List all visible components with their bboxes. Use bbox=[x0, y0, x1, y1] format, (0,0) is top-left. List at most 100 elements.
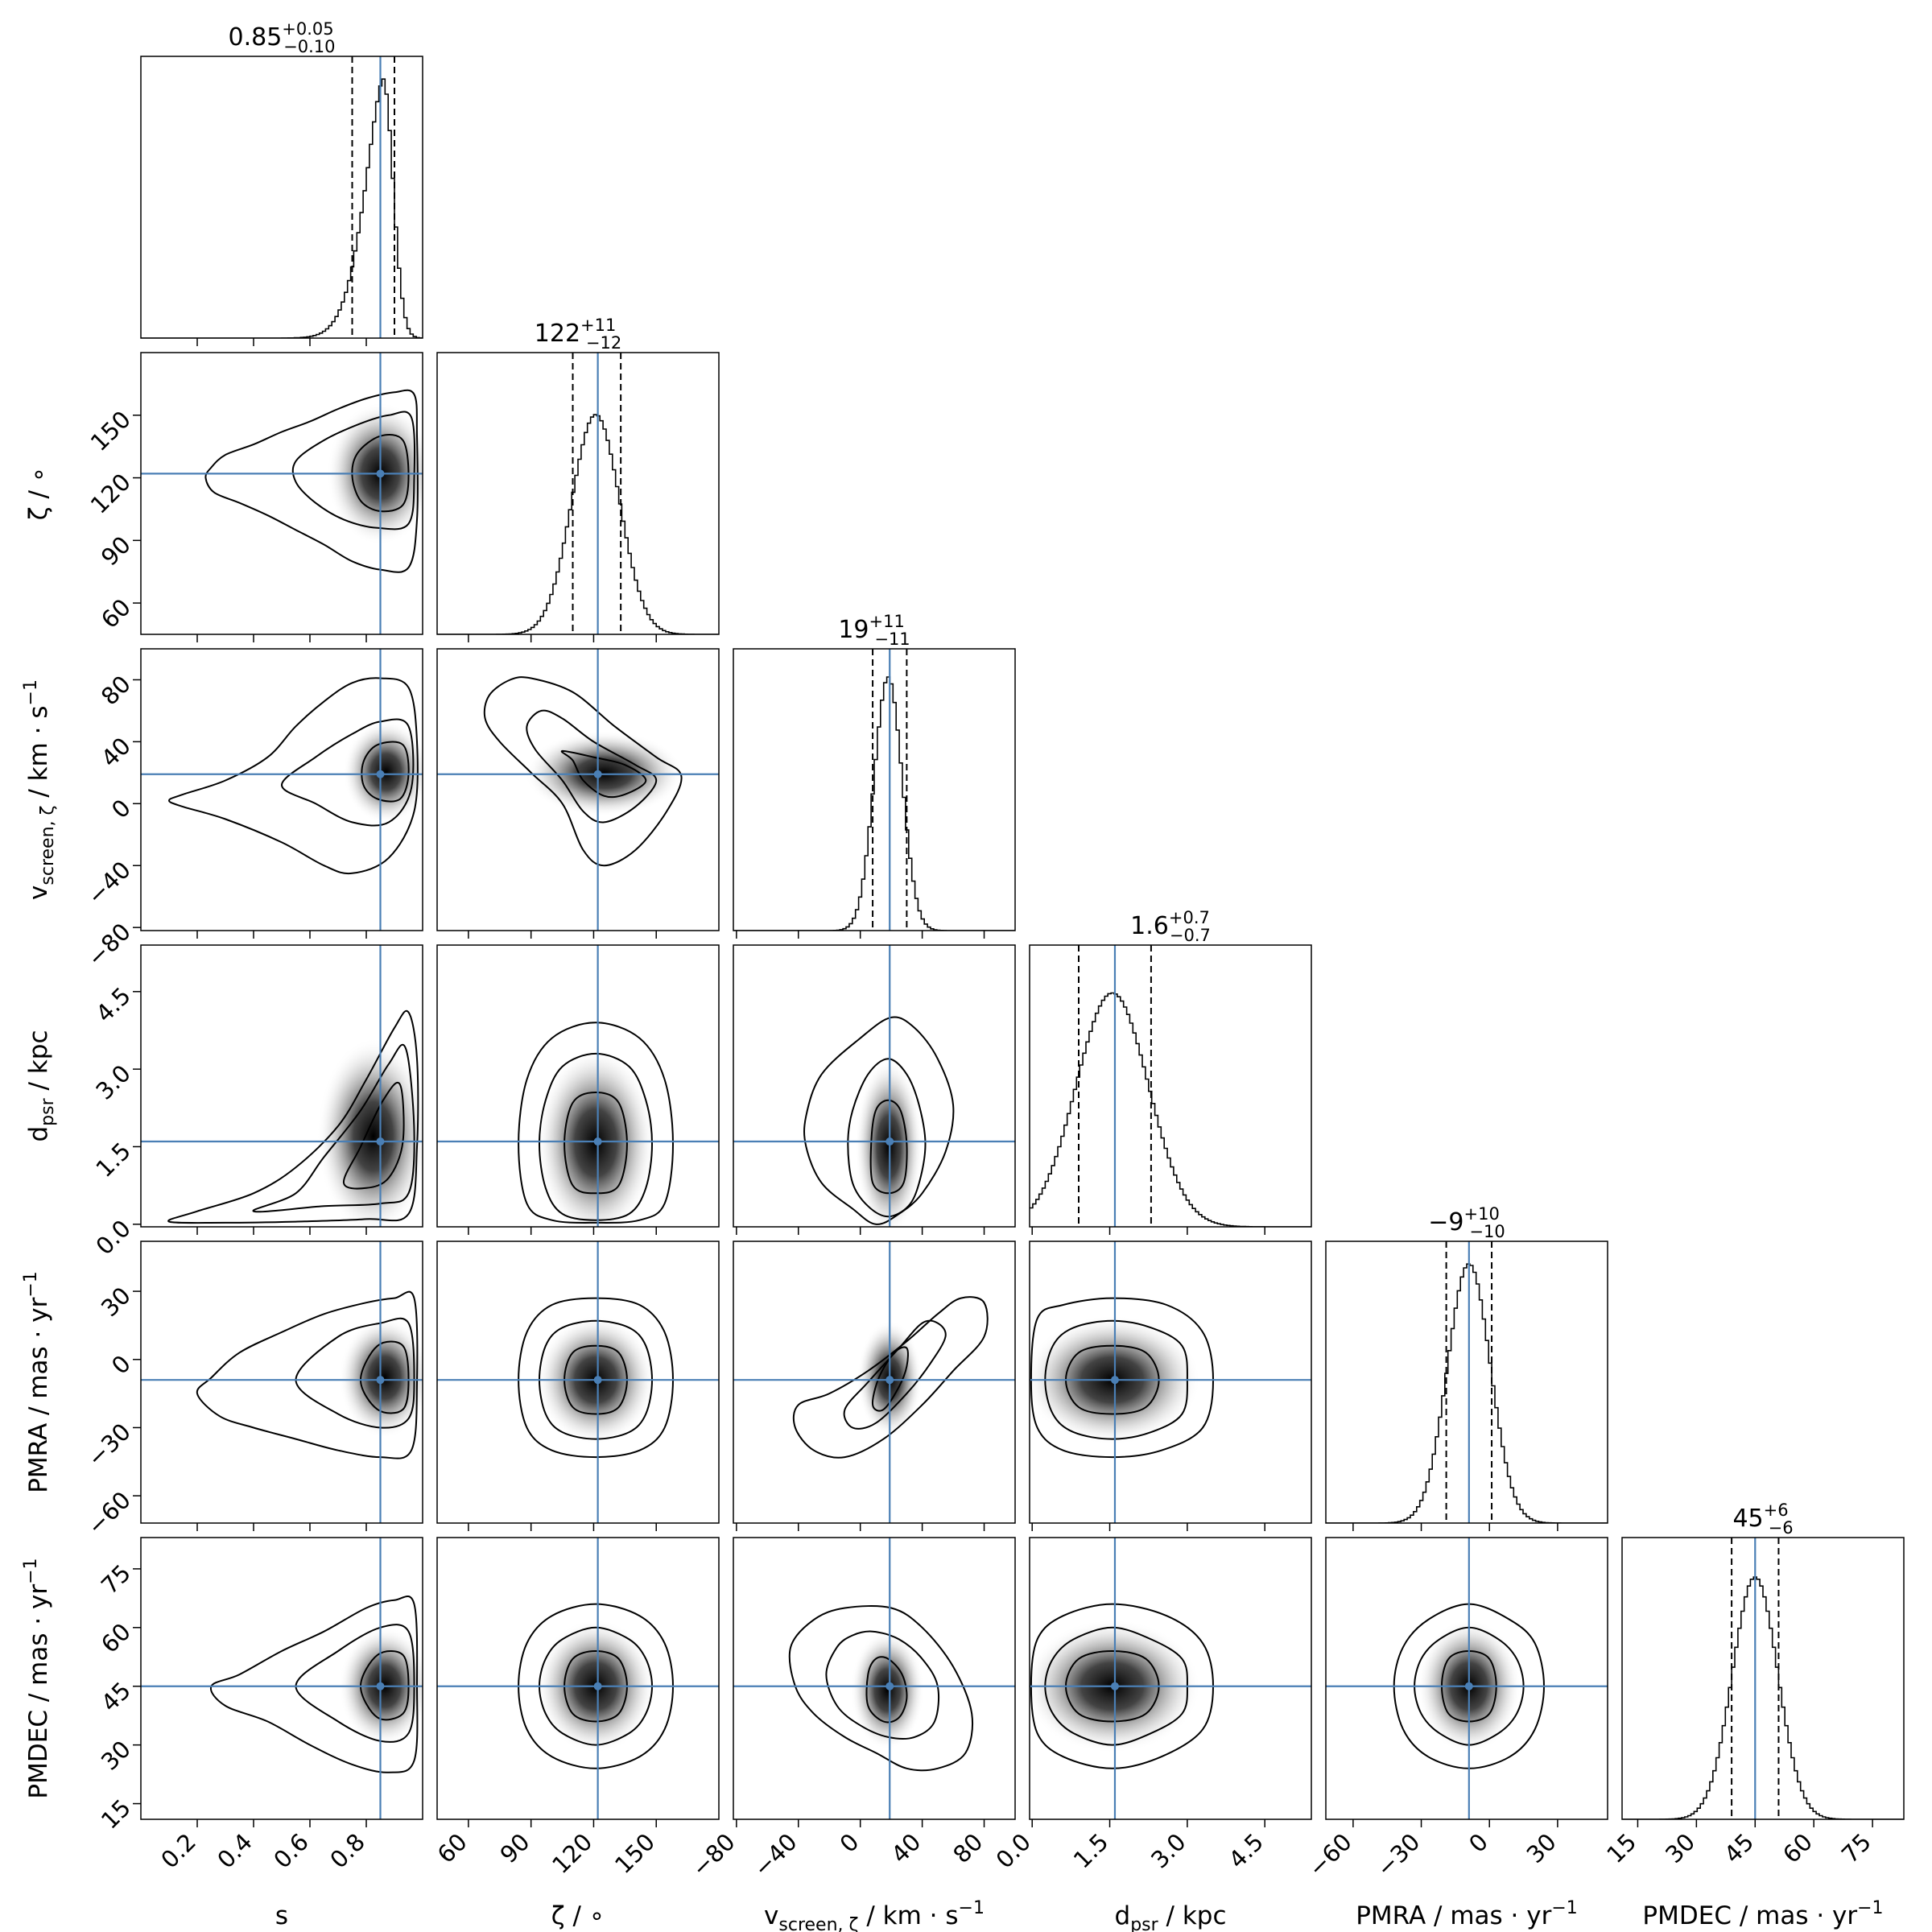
x-tick-label: 0.6 bbox=[268, 1828, 314, 1874]
joint-panel-vscreen-dpsr bbox=[733, 944, 1016, 1235]
marginal-title-s: 0.85+0.05 −0.10 bbox=[228, 19, 335, 56]
contour-level-3 bbox=[351, 434, 410, 513]
panel-frame bbox=[1029, 1537, 1312, 1820]
panel-frame bbox=[436, 1241, 720, 1524]
y-tick-label: 80 bbox=[96, 670, 136, 710]
joint-panel-s-pmra bbox=[133, 1241, 423, 1531]
y-tick-label: 30 bbox=[96, 1282, 136, 1322]
y-axis-label-pmra: PMRA / mas ⋅ yr−1 bbox=[21, 1271, 53, 1493]
contour-level-2 bbox=[538, 1626, 654, 1746]
y-tick-label: −80 bbox=[82, 918, 136, 972]
contour-level-1 bbox=[788, 1605, 974, 1772]
y-tick-label: −60 bbox=[82, 1486, 136, 1540]
x-tick-label: −60 bbox=[1303, 1828, 1357, 1882]
truth-point bbox=[376, 1376, 385, 1385]
y-tick-label: 120 bbox=[85, 469, 136, 519]
y-tick-label: 60 bbox=[96, 593, 136, 634]
truth-point bbox=[376, 469, 385, 478]
x-tick-label: 0.0 bbox=[991, 1828, 1037, 1874]
contour-level-3 bbox=[1064, 1344, 1160, 1415]
truth-point bbox=[376, 770, 385, 778]
panel-frame bbox=[1029, 1241, 1312, 1524]
x-tick-label: 60 bbox=[432, 1828, 473, 1868]
contour-level-3 bbox=[865, 1656, 908, 1724]
panel-frame bbox=[1029, 944, 1312, 1228]
contour-level-2 bbox=[526, 709, 658, 824]
x-axis-label-s: s bbox=[275, 1901, 288, 1930]
panel-frame bbox=[140, 352, 423, 635]
y-axis-label-dpsr: dpsr / kpc bbox=[24, 1030, 58, 1142]
contour-level-1 bbox=[518, 1022, 675, 1224]
joint-panel-zeta-pmra bbox=[436, 1241, 720, 1531]
y-tick-label: −40 bbox=[82, 856, 136, 910]
panel-frame bbox=[436, 352, 720, 635]
contour-level-1 bbox=[204, 389, 419, 573]
y-tick-label: 75 bbox=[96, 1559, 136, 1600]
marginal-title-zeta: 122+11 −12 bbox=[535, 316, 621, 353]
truth-point bbox=[886, 1376, 894, 1385]
y-tick-label: 1.5 bbox=[90, 1137, 136, 1183]
x-tick-label: 30 bbox=[1521, 1828, 1562, 1868]
truth-point bbox=[1464, 1682, 1473, 1690]
panel-frame bbox=[140, 648, 423, 931]
y-tick-label: 4.5 bbox=[90, 982, 136, 1028]
marginal-panel-vscreen: 19+11 −11 bbox=[733, 612, 1016, 939]
joint-panel-s-vscreen bbox=[133, 648, 423, 939]
panel-frame bbox=[1621, 1537, 1905, 1820]
x-tick-label: 45 bbox=[1719, 1828, 1759, 1868]
contour-level-2 bbox=[1044, 1626, 1188, 1746]
contour-level-2 bbox=[291, 411, 416, 530]
contour-level-2 bbox=[847, 1058, 927, 1218]
x-axis-label-dpsr: dpsr / kpc bbox=[1115, 1901, 1227, 1932]
contour-level-1 bbox=[483, 676, 683, 867]
x-tick-label: 90 bbox=[494, 1828, 535, 1868]
x-tick-label: 120 bbox=[547, 1828, 597, 1879]
histogram-vscreen bbox=[733, 676, 1015, 931]
y-axis-label-pmdec: PMDEC / mas ⋅ yr−1 bbox=[21, 1558, 53, 1798]
x-tick-label: 75 bbox=[1836, 1828, 1876, 1868]
truth-point bbox=[886, 1682, 894, 1690]
contour-level-1 bbox=[1030, 1603, 1215, 1769]
marginal-panel-pmra: −9+10 −10 bbox=[1325, 1204, 1608, 1531]
x-tick-label: 0 bbox=[1463, 1828, 1493, 1858]
contour-level-3 bbox=[560, 749, 647, 799]
contour-level-3 bbox=[361, 741, 410, 803]
joint-panel-dpsr-pmra bbox=[1029, 1241, 1312, 1531]
y-tick-label: 30 bbox=[96, 1736, 136, 1776]
contour-level-3 bbox=[564, 1091, 628, 1195]
joint-panel-vscreen-pmdec bbox=[733, 1537, 1016, 1827]
marginal-title-dpsr: 1.6+0.7 −0.7 bbox=[1130, 908, 1211, 945]
truth-point bbox=[593, 770, 602, 778]
contour-level-2 bbox=[1044, 1319, 1188, 1440]
panel-frame bbox=[733, 648, 1016, 931]
x-tick-label: 40 bbox=[886, 1828, 926, 1868]
contour-level-1 bbox=[209, 1596, 419, 1773]
y-tick-label: 0 bbox=[106, 794, 136, 824]
x-axis-label-pmra: PMRA / mas ⋅ yr−1 bbox=[1356, 1898, 1578, 1930]
contour-level-1 bbox=[167, 1009, 419, 1224]
x-tick-label: 80 bbox=[947, 1828, 988, 1868]
y-axis-label-vscreen: vscreen, ζ / km ⋅ s−1 bbox=[21, 679, 58, 900]
panel-frame bbox=[436, 648, 720, 931]
y-tick-label: 150 bbox=[85, 406, 136, 456]
x-tick-label: 30 bbox=[1660, 1828, 1700, 1868]
histogram-dpsr bbox=[1030, 992, 1311, 1227]
contour-level-2 bbox=[252, 1043, 415, 1213]
joint-panel-pmra-pmdec bbox=[1325, 1537, 1608, 1827]
histogram-pmra bbox=[1326, 1263, 1608, 1523]
contour-level-3 bbox=[1064, 1649, 1160, 1723]
joint-panel-s-dpsr bbox=[133, 944, 423, 1235]
contour-level-1 bbox=[196, 1290, 419, 1459]
x-tick-label: −40 bbox=[748, 1828, 802, 1882]
joint-panel-s-pmdec bbox=[133, 1537, 423, 1827]
panel-frame bbox=[140, 944, 423, 1228]
contour-level-1 bbox=[792, 1296, 989, 1459]
marginal-title-pmra: −9+10 −10 bbox=[1428, 1204, 1505, 1241]
x-tick-label: 0.4 bbox=[212, 1828, 258, 1874]
marginal-panel-zeta: 122+11 −12 bbox=[436, 316, 720, 642]
y-tick-label: 0 bbox=[106, 1350, 136, 1380]
histogram-pmdec bbox=[1622, 1576, 1904, 1819]
contour-level-2 bbox=[295, 1317, 415, 1429]
x-tick-label: 15 bbox=[1601, 1828, 1641, 1868]
x-tick-label: 150 bbox=[609, 1828, 660, 1879]
